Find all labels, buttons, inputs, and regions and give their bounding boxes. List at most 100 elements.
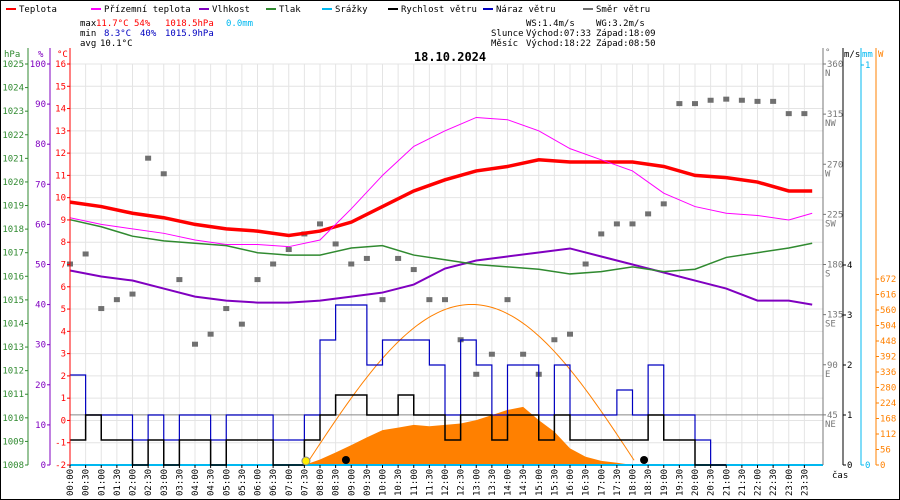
wind-direction-point <box>82 251 89 257</box>
wind-direction-point <box>754 98 761 104</box>
ms-tick-label: 1 <box>847 411 852 421</box>
legend-label: Rychlost větru <box>401 5 477 15</box>
x-tick-label: 09:30 <box>363 469 373 496</box>
axes: hPa% °C ° m/s mm W100810091010101110121013101… <box>2 48 896 471</box>
wind-gust-line <box>70 304 727 466</box>
watt-tick-label: 0 <box>880 461 885 471</box>
x-tick-label: 12:30 <box>457 469 467 496</box>
ground-temperature-line <box>69 116 813 248</box>
percent-tick-label: 100 <box>30 60 46 70</box>
legend-label: Teplota <box>19 5 57 15</box>
compass-label: NE <box>825 420 836 430</box>
wind-direction-point <box>348 261 355 267</box>
percent-tick-label: 40 <box>35 301 46 311</box>
watt-tick-label: 672 <box>880 275 896 285</box>
sun-set: Západ:18:09 <box>596 29 656 39</box>
degree-tick-label: 225 <box>827 210 843 220</box>
mm-unit: mm <box>862 50 873 60</box>
hpa-unit: hPa <box>4 50 20 60</box>
wind-direction-point <box>707 97 714 103</box>
chart-title: 18.10.2024 <box>414 50 486 64</box>
wind-direction-point <box>598 231 605 237</box>
wind-direction-point <box>192 341 198 347</box>
hpa-tick-label: 1024 <box>2 84 24 94</box>
hpa-tick-label: 1015 <box>2 296 24 306</box>
legend-swatch <box>6 8 16 10</box>
ms-unit: m/s <box>844 50 860 60</box>
stat-max-rain: 0.0mm <box>226 19 253 29</box>
hpa-tick-label: 1022 <box>2 131 24 141</box>
hpa-tick-label: 1009 <box>2 437 24 447</box>
wind-direction-point <box>520 351 527 357</box>
wind-direction-point <box>582 261 589 267</box>
x-tick-label: 07:00 <box>285 469 295 496</box>
stat-max-temp: 11.7°C <box>96 19 129 29</box>
x-tick-label: 22:30 <box>769 469 779 496</box>
x-tick-label: 16:30 <box>582 469 592 496</box>
x-axis-title: čas <box>832 470 848 481</box>
x-tick-label: 06:30 <box>269 469 279 496</box>
wind-direction-point <box>270 261 277 267</box>
hpa-tick-label: 1019 <box>2 202 24 212</box>
x-axis-labels: 00:00 00:30 01:00 01:30 02:00 02:30 03:00 03:30… <box>66 465 810 496</box>
wind-direction-point <box>176 277 183 283</box>
x-tick-label: 20:00 <box>691 469 701 496</box>
hpa-tick-label: 1008 <box>2 461 24 471</box>
wind-direction-point <box>645 211 652 217</box>
x-tick-label: 00:30 <box>82 469 92 496</box>
celsius-tick-label: 15 <box>55 82 66 92</box>
stat-max-hum: 54% <box>134 19 151 29</box>
hpa-tick-label: 1010 <box>2 414 24 424</box>
wind-direction-point <box>660 201 667 207</box>
compass-label: SW <box>825 219 836 229</box>
compass-label: W <box>825 169 831 179</box>
percent-tick-label: 70 <box>35 180 46 190</box>
wind-direction-point <box>488 351 495 357</box>
wind-direction-point <box>285 247 292 253</box>
watt-tick-label: 560 <box>880 306 896 316</box>
wind-gust-stat: WG:3.2m/s <box>596 19 645 29</box>
degree-tick-label: 360 <box>827 60 843 70</box>
legend-label: Přízemní teplota <box>104 5 191 15</box>
wind-direction-point <box>504 297 511 303</box>
celsius-tick-label: 0 <box>61 416 66 426</box>
watt-tick-label: 112 <box>880 430 896 440</box>
hpa-tick-label: 1021 <box>2 154 24 164</box>
x-tick-label: 23:30 <box>800 469 810 496</box>
x-tick-label: 15:30 <box>550 469 560 496</box>
percent-tick-label: 10 <box>35 421 46 431</box>
wind-direction-point <box>629 221 636 227</box>
pressure-line <box>69 218 813 275</box>
wind-direction-point <box>254 277 261 283</box>
legend-swatch <box>322 8 332 10</box>
wind-direction-point <box>98 306 105 312</box>
stat-min-label: min <box>80 29 96 39</box>
percent-tick-label: 20 <box>35 381 46 391</box>
x-tick-label: 11:30 <box>425 469 435 496</box>
x-tick-label: 05:00 <box>222 469 232 496</box>
wind-direction-point <box>113 297 120 303</box>
x-tick-label: 19:00 <box>660 469 670 496</box>
compass-label: N <box>825 69 830 79</box>
percent-tick-label: 80 <box>35 140 46 150</box>
wind-direction-point <box>738 97 745 103</box>
compass-label: S <box>825 270 830 280</box>
stat-min-hum: 40% <box>140 29 157 39</box>
percent-unit: % <box>38 50 44 60</box>
legend-swatch <box>483 8 493 10</box>
celsius-tick-label: 13 <box>55 127 66 137</box>
x-tick-label: 06:00 <box>254 469 264 496</box>
solar-theoretical-line <box>305 303 635 466</box>
celsius-tick-label: -1 <box>55 439 66 449</box>
x-tick-label: 01:00 <box>97 469 107 496</box>
sun-label: Slunce <box>491 29 524 39</box>
mm-tick-label: 0 <box>865 461 870 471</box>
wind-direction-point <box>395 255 402 261</box>
x-tick-label: 13:00 <box>472 469 482 496</box>
celsius-tick-label: 10 <box>55 194 66 204</box>
legend-label: Směr větru <box>596 5 650 15</box>
wind-direction-point <box>426 297 433 303</box>
celsius-tick-label: 5 <box>61 305 66 315</box>
x-tick-label: 02:00 <box>129 469 139 496</box>
